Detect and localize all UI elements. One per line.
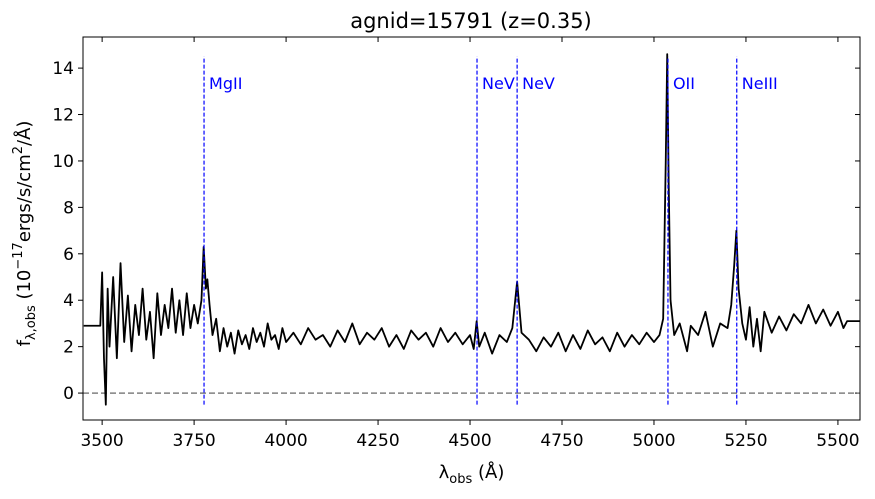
- y-tick-label: 10: [52, 152, 74, 172]
- x-axis-label-part: λ: [439, 462, 450, 483]
- y-axis-label: fλ,obs (10−17ergs/s/cm2/Å): [11, 121, 39, 347]
- x-tick-label: 3750: [172, 431, 215, 451]
- emission-line-label: OII: [673, 74, 695, 93]
- y-tick-label: 12: [52, 106, 74, 126]
- y-tick-label: 8: [63, 198, 74, 218]
- emission-line-label: NeIII: [742, 74, 778, 93]
- spectrum-line: [83, 53, 860, 406]
- x-tick-label: 4000: [264, 431, 307, 451]
- x-axis-label-part: obs: [449, 472, 472, 487]
- y-axis-label-part: ergs/s/cm: [14, 154, 35, 242]
- plot-frame: [82, 36, 861, 421]
- y-tick-label: 2: [63, 338, 74, 358]
- chart-title: agnid=15791 (z=0.35): [350, 9, 592, 33]
- x-tick-label: 4750: [540, 431, 583, 451]
- x-axis-label-part: (Å): [472, 461, 504, 483]
- x-axis-label: λobs (Å): [439, 461, 505, 487]
- emission-line-label: NeV: [522, 74, 555, 93]
- y-tick-label: 0: [63, 384, 74, 404]
- x-tick-label: 5500: [816, 431, 859, 451]
- x-tick-label: 5000: [632, 431, 675, 451]
- x-tick-label: 5250: [724, 431, 767, 451]
- x-tick-label: 3500: [80, 431, 123, 451]
- emission-line-label: MgII: [209, 74, 242, 93]
- x-tick-label: 4250: [356, 431, 399, 451]
- y-axis-label-part: (10: [14, 270, 35, 306]
- y-tick-label: 6: [63, 245, 74, 265]
- y-axis-label-part: f: [14, 339, 35, 346]
- y-axis-label-part: −17: [11, 242, 26, 269]
- y-tick-label: 14: [52, 59, 74, 79]
- emission-line-label: NeV: [482, 74, 515, 93]
- x-tick-label: 4500: [448, 431, 491, 451]
- y-axis-label-part: λ,obs: [24, 305, 39, 340]
- y-axis-label-part: /Å): [13, 121, 35, 146]
- y-tick-label: 4: [63, 291, 74, 311]
- y-axis-label-part: 2: [11, 146, 26, 154]
